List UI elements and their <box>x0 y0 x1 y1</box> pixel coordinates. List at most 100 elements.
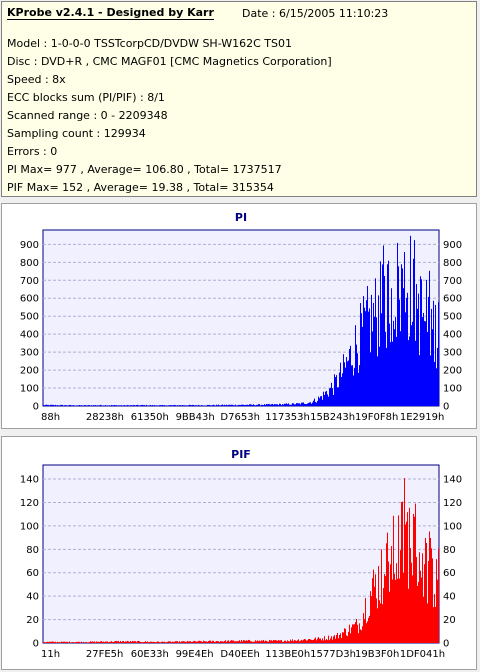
bar <box>187 640 188 643</box>
bar <box>344 628 345 643</box>
bar <box>249 640 250 643</box>
bar <box>217 405 218 406</box>
bar <box>434 594 435 643</box>
bar <box>118 405 119 406</box>
bar <box>257 640 258 643</box>
bar <box>318 396 319 406</box>
bar <box>257 404 258 406</box>
bar <box>234 641 235 643</box>
bar <box>99 405 100 406</box>
y-tick-label-right: 800 <box>443 258 462 269</box>
bar <box>167 405 168 406</box>
y-tick-label-right: 100 <box>443 521 462 532</box>
bar-series <box>43 478 439 643</box>
bar <box>160 405 161 406</box>
bar <box>47 641 48 643</box>
bar <box>394 573 395 643</box>
bar <box>327 640 328 643</box>
bar <box>54 405 55 406</box>
bar <box>425 321 426 406</box>
bar <box>401 264 402 406</box>
bar <box>269 404 270 406</box>
bar <box>385 576 386 643</box>
bar <box>331 382 332 406</box>
bar <box>147 641 148 643</box>
bar <box>336 375 337 406</box>
y-tick-label-left: 100 <box>20 384 39 395</box>
bar <box>88 642 89 643</box>
y-tick-label-left: 0 <box>33 402 39 413</box>
bar <box>137 641 138 643</box>
bar <box>412 321 413 406</box>
bar <box>56 405 57 406</box>
bar <box>273 640 274 643</box>
bar <box>369 308 370 406</box>
bar <box>178 642 179 643</box>
bar <box>232 640 233 643</box>
bar <box>362 626 363 643</box>
bar <box>173 405 174 406</box>
bar <box>418 581 419 643</box>
y-tick-label-right: 0 <box>443 639 449 650</box>
bar <box>155 642 156 643</box>
pi-stats: PI Max= 977 , Average= 106.80 , Total= 1… <box>7 163 282 176</box>
bar <box>140 641 141 643</box>
bar <box>99 641 100 643</box>
bar <box>266 403 267 406</box>
x-tick-label: 113BE0h <box>265 649 310 660</box>
bar <box>413 513 414 643</box>
bar <box>79 641 80 643</box>
bar <box>294 640 295 643</box>
bar <box>360 303 361 406</box>
bar <box>140 405 141 406</box>
bar <box>153 641 154 643</box>
bar <box>134 641 135 643</box>
bar <box>290 639 291 643</box>
x-tick-label: D7653h <box>220 412 260 423</box>
bar <box>60 404 61 406</box>
bar <box>298 403 299 406</box>
bar <box>132 405 133 406</box>
bar <box>170 641 171 643</box>
x-tick-label: 15B243h <box>310 412 355 423</box>
pi-chart: PI 0 0 100 100 200 200 300 300 400 400 500 500 600 600… <box>20 211 462 423</box>
bar <box>57 641 58 643</box>
bar <box>105 405 106 406</box>
bar <box>416 284 417 406</box>
bar <box>263 639 264 643</box>
bar <box>131 405 132 406</box>
scan-date: Date : 6/15/2005 11:10:23 <box>242 7 389 20</box>
drive-model: Model : 1-0-0-0 TSSTcorpCD/DVDW SH-W162C… <box>7 37 292 50</box>
bar <box>211 641 212 643</box>
bar <box>298 639 299 643</box>
bar <box>53 641 54 643</box>
bar <box>59 405 60 406</box>
bar <box>351 365 352 406</box>
bar <box>388 260 389 406</box>
bar <box>268 403 269 406</box>
bar <box>293 403 294 406</box>
bar <box>287 640 288 643</box>
bar <box>344 362 345 406</box>
bar <box>112 405 113 406</box>
bar <box>272 403 273 406</box>
bar <box>413 258 414 406</box>
bar <box>368 617 369 643</box>
bar <box>64 641 65 643</box>
bar <box>299 403 300 406</box>
bar <box>325 391 326 406</box>
bar <box>219 405 220 406</box>
bar <box>436 559 437 643</box>
bar <box>316 402 317 406</box>
bar <box>381 313 382 406</box>
bar <box>159 642 160 643</box>
bar <box>348 360 349 406</box>
bar <box>231 404 232 406</box>
bar <box>313 400 314 406</box>
error-count: Errors : 0 <box>7 145 58 158</box>
bar <box>288 403 289 406</box>
bar <box>110 405 111 406</box>
bar <box>288 641 289 643</box>
bar <box>281 405 282 406</box>
y-tick-label-left: 300 <box>20 348 39 359</box>
